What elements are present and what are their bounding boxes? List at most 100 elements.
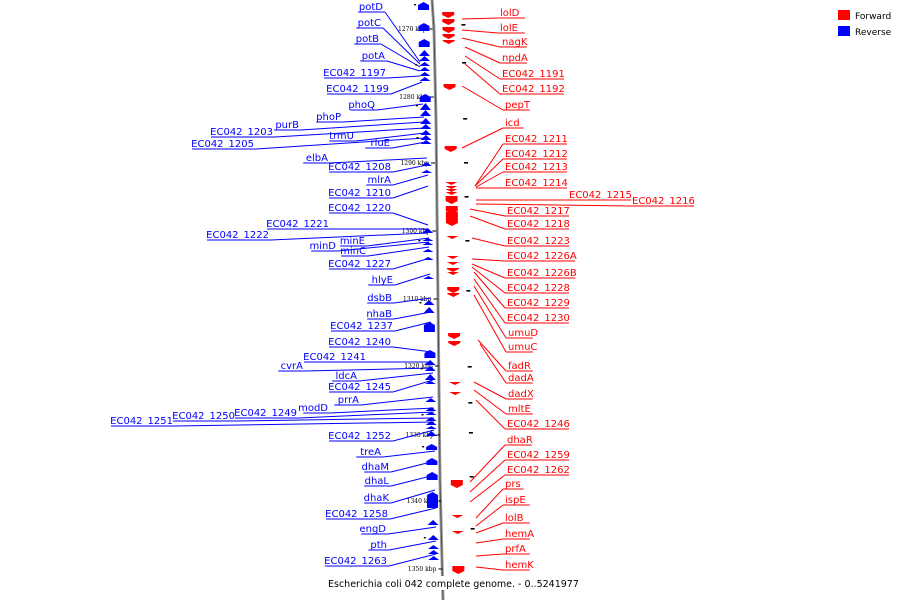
forward-gene-feature[interactable]	[451, 531, 464, 534]
gene-label-hema[interactable]: hemA	[475, 529, 534, 544]
forward-gene-feature[interactable]	[442, 34, 455, 39]
gene-label-ispe[interactable]: ispE	[475, 495, 530, 527]
reverse-gene-feature[interactable]	[418, 23, 430, 31]
gene-label-ec042-1240[interactable]: EC042_1240	[328, 337, 433, 353]
gene-label-mlte[interactable]: mltE	[473, 389, 533, 415]
gene-label-modd[interactable]: modD	[298, 403, 435, 414]
gene-label-dhar[interactable]: dhaR	[469, 435, 533, 483]
forward-gene-feature[interactable]	[446, 262, 459, 265]
reverse-gene-feature[interactable]	[425, 407, 437, 411]
forward-gene-feature[interactable]	[442, 12, 455, 18]
forward-gene-feature[interactable]	[448, 333, 461, 339]
gene-label-ec042-1192[interactable]: EC042_1192	[464, 63, 565, 95]
reverse-gene-feature[interactable]	[420, 135, 432, 140]
gene-label-dadx[interactable]: dadX	[473, 381, 534, 400]
reverse-gene-feature[interactable]	[419, 103, 431, 110]
gene-label-ec042-1197[interactable]: EC042_1197	[323, 68, 421, 79]
gene-label-ec042-1205[interactable]: EC042_1205	[191, 137, 426, 150]
gene-label-ec042-1203[interactable]: EC042_1203	[210, 127, 426, 138]
gene-label-dham[interactable]: dhaM	[362, 460, 436, 473]
forward-gene-feature[interactable]	[445, 189, 458, 192]
forward-gene-feature[interactable]	[447, 293, 460, 297]
gene-label-ec042-1262[interactable]: EC042_1262	[469, 465, 570, 503]
gene-label-ec042-1222[interactable]: EC042_1222	[206, 230, 429, 241]
gene-label-umuc[interactable]: umuC	[473, 294, 537, 353]
reverse-gene-feature[interactable]	[425, 421, 437, 425]
gene-label-pth[interactable]: pth	[368, 540, 437, 551]
reverse-gene-feature[interactable]	[420, 162, 432, 166]
gene-label-potb[interactable]: potB	[354, 34, 421, 68]
gene-label-phoq[interactable]: phoQ	[348, 100, 424, 111]
gene-label-lole[interactable]: lolE	[461, 23, 525, 34]
reverse-gene-feature[interactable]	[423, 307, 435, 313]
gene-label-trea[interactable]: treA	[356, 447, 436, 458]
forward-gene-feature[interactable]	[451, 515, 464, 518]
reverse-gene-feature[interactable]	[425, 431, 437, 436]
forward-gene-feature[interactable]	[450, 480, 463, 488]
reverse-gene-feature[interactable]	[422, 249, 434, 252]
gene-label-ec042-1263[interactable]: EC042_1263	[324, 553, 437, 567]
gene-label-nagk[interactable]: nagK	[461, 37, 528, 48]
gene-label-mind[interactable]: minD	[309, 241, 430, 252]
reverse-gene-feature[interactable]	[427, 545, 439, 549]
gene-label-ec042-1230[interactable]: EC042_1230	[473, 278, 570, 324]
reverse-gene-feature[interactable]	[425, 426, 437, 429]
gene-label-purb[interactable]: purB	[274, 120, 425, 131]
gene-label-ec042-1241[interactable]: EC042_1241	[303, 352, 432, 363]
gene-label-ec042-1223[interactable]: EC042_1223	[471, 236, 570, 247]
gene-label-ldca[interactable]: ldcA	[332, 371, 434, 382]
gene-label-ec042-1229[interactable]: EC042_1229	[473, 271, 570, 309]
gene-label-prfa[interactable]: prfA	[475, 544, 530, 557]
gene-label-minc[interactable]: minC	[340, 246, 430, 257]
gene-label-ec042-1258[interactable]: EC042_1258	[325, 507, 437, 520]
gene-label-umud[interactable]: umuD	[473, 285, 538, 339]
forward-gene-feature[interactable]	[445, 196, 458, 204]
forward-gene-feature[interactable]	[442, 40, 455, 44]
reverse-gene-feature[interactable]	[419, 77, 431, 81]
gene-label-prra[interactable]: prrA	[334, 395, 434, 406]
forward-gene-feature[interactable]	[449, 382, 462, 385]
gene-label-lolb[interactable]: lolB	[475, 513, 530, 534]
gene-label-ec042-1252[interactable]: EC042_1252	[328, 429, 435, 442]
gene-label-ec042-1220[interactable]: EC042_1220	[328, 203, 429, 226]
reverse-gene-feature[interactable]	[419, 56, 431, 61]
gene-label-ec042-1214[interactable]: EC042_1214	[476, 178, 568, 189]
reverse-gene-feature[interactable]	[422, 238, 434, 241]
gene-label-potd[interactable]: potD	[358, 2, 421, 63]
reverse-gene-feature[interactable]	[420, 130, 432, 135]
forward-gene-feature[interactable]	[442, 19, 455, 25]
forward-gene-feature[interactable]	[447, 287, 460, 293]
gene-label-hlye[interactable]: hlyE	[368, 273, 431, 286]
forward-gene-feature[interactable]	[442, 27, 455, 33]
gene-label-ec042-1226a[interactable]: EC042_1226A	[471, 251, 577, 262]
forward-gene-feature[interactable]	[445, 212, 458, 226]
gene-label-ec042-1221[interactable]: EC042_1221	[266, 219, 428, 230]
gene-label-mlra[interactable]: mlrA	[366, 174, 429, 186]
forward-gene-feature[interactable]	[446, 272, 459, 275]
forward-gene-feature[interactable]	[448, 341, 461, 346]
gene-label-dsbb[interactable]: dsbB	[367, 293, 432, 304]
gene-label-nhab[interactable]: nhaB	[366, 309, 432, 320]
gene-label-dhak[interactable]: dhaK	[364, 489, 436, 504]
gene-label-ec042-1216[interactable]: EC042_1216	[475, 196, 695, 207]
gene-label-phop[interactable]: phoP	[316, 112, 425, 123]
gene-label-ec042-1227[interactable]: EC042_1227	[328, 257, 431, 270]
forward-gene-feature[interactable]	[446, 256, 459, 259]
forward-gene-feature[interactable]	[449, 392, 462, 395]
gene-label-ec042-1191[interactable]: EC042_1191	[464, 55, 565, 80]
reverse-gene-feature[interactable]	[420, 110, 432, 116]
gene-label-ec042-1218[interactable]: EC042_1218	[469, 215, 570, 230]
reverse-gene-feature[interactable]	[423, 322, 435, 332]
reverse-gene-feature[interactable]	[425, 412, 437, 415]
reverse-gene-feature[interactable]	[418, 50, 430, 56]
gene-label-ec042-1228[interactable]: EC042_1228	[471, 266, 570, 294]
gene-label-potc[interactable]: potC	[356, 18, 421, 65]
gene-label-rlue[interactable]: rluE	[365, 138, 427, 149]
gene-label-ec042-1245[interactable]: EC042_1245	[328, 379, 434, 393]
gene-label-ec042-1208[interactable]: EC042_1208	[328, 162, 428, 173]
forward-gene-feature[interactable]	[443, 84, 456, 90]
forward-gene-feature[interactable]	[445, 192, 458, 195]
reverse-gene-feature[interactable]	[428, 556, 440, 560]
gene-label-cvra[interactable]: cvrA	[278, 361, 434, 372]
reverse-gene-feature[interactable]	[420, 140, 432, 144]
